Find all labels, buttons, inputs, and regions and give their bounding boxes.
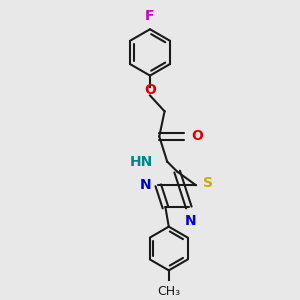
Text: N: N [140,178,152,192]
Text: CH₃: CH₃ [157,285,180,298]
Text: O: O [144,83,156,97]
Text: O: O [191,130,203,143]
Text: S: S [202,176,213,190]
Text: HN: HN [129,154,153,169]
Text: N: N [184,214,196,228]
Text: F: F [145,9,155,22]
